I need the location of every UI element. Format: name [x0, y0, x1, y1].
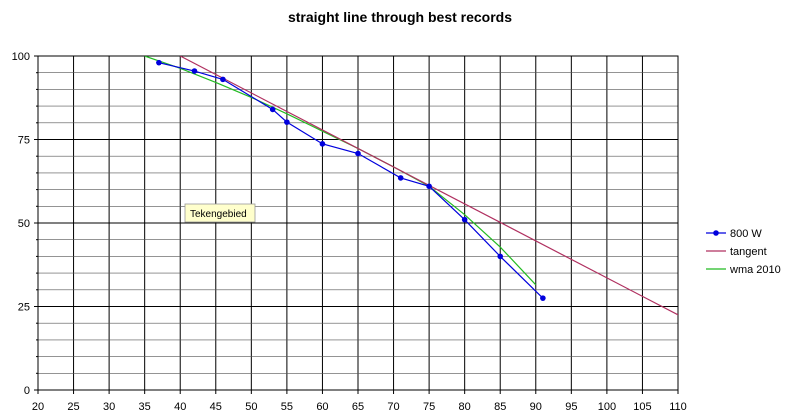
x-tick-label: 85: [494, 401, 506, 413]
grid: [37, 55, 679, 391]
series-0: [156, 59, 546, 301]
series-layer: [144, 56, 678, 316]
axes: [34, 55, 679, 394]
x-tick-label: 70: [387, 401, 399, 413]
legend-label: wma 2010: [729, 264, 781, 276]
series-line: [144, 56, 537, 286]
x-tick-label: 50: [245, 401, 257, 413]
tooltip: Tekengebied: [184, 203, 256, 223]
legend-label: 800 W: [730, 228, 762, 240]
x-tick-label: 20: [32, 401, 44, 413]
x-tick-label: 35: [139, 401, 151, 413]
y-tick-label: 25: [18, 302, 30, 314]
legend-marker: [713, 230, 719, 236]
series-line: [158, 62, 544, 299]
data-point: [540, 295, 546, 301]
y-tick-label: 0: [24, 385, 30, 397]
legend-label: tangent: [730, 246, 767, 258]
data-point: [426, 183, 432, 190]
y-tick-label: 50: [18, 218, 30, 230]
data-point: [497, 253, 504, 260]
legend: 800 W tangent wma 2010: [706, 228, 781, 276]
x-tick-label: 80: [459, 401, 471, 413]
y-tick-labels: 0 25 50 75 100: [12, 51, 30, 397]
x-tick-label: 60: [316, 401, 328, 413]
x-tick-label: 75: [423, 401, 435, 413]
x-tick-label: 110: [669, 401, 687, 413]
y-tick-label: 75: [18, 135, 30, 147]
data-point: [461, 216, 468, 223]
data-point: [191, 68, 198, 74]
data-point: [156, 59, 162, 66]
x-tick-label: 45: [210, 401, 222, 413]
tooltip-box: [184, 203, 256, 223]
data-point: [397, 175, 404, 181]
x-tick-label: 90: [530, 401, 542, 413]
x-tick-label: 65: [352, 401, 364, 413]
x-tick-label: 40: [174, 401, 186, 413]
x-tick-label: 105: [633, 401, 651, 413]
plot-border: [37, 55, 679, 391]
x-tick-labels: 20 25 30 35 40 45 50 55 60 65 70 75 80 85 90 95 100 105 11…: [32, 401, 687, 413]
series-2: [144, 56, 537, 286]
tooltip-text: Tekengebied: [190, 209, 247, 220]
x-tick-label: 55: [281, 401, 293, 413]
x-tick-label: 25: [67, 401, 79, 413]
x-tick-label: 100: [598, 401, 616, 413]
x-tick-label: 30: [103, 401, 115, 413]
x-tick-label: 95: [565, 401, 577, 413]
data-point: [269, 106, 276, 113]
data-point: [284, 119, 290, 125]
chart-title: straight line through best records: [288, 9, 512, 25]
data-point: [355, 150, 361, 157]
data-point: [319, 141, 326, 147]
data-point: [220, 76, 226, 83]
y-tick-label: 100: [12, 51, 30, 63]
